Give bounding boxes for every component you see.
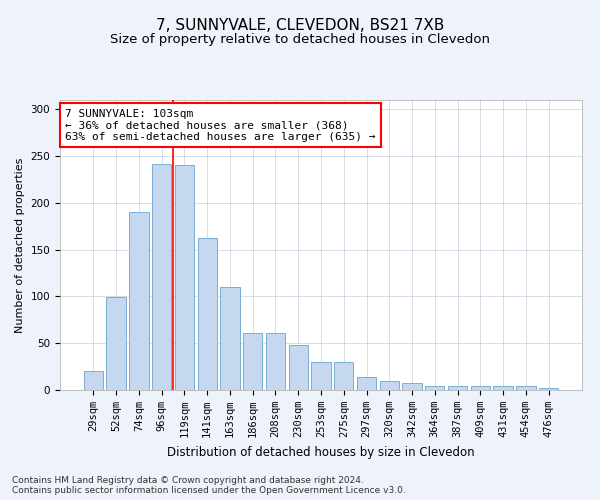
Y-axis label: Number of detached properties: Number of detached properties [15,158,25,332]
X-axis label: Distribution of detached houses by size in Clevedon: Distribution of detached houses by size … [167,446,475,458]
Bar [380,380,399,390]
Bar [243,333,262,390]
Bar [516,386,536,390]
Text: 7, SUNNYVALE, CLEVEDON, BS21 7XB: 7, SUNNYVALE, CLEVEDON, BS21 7XB [156,18,444,32]
Bar [175,164,194,390]
Text: 7 SUNNYVALE: 103sqm
← 36% of detached houses are smaller (368)
63% of semi-detac: 7 SUNNYVALE: 103sqm ← 36% of detached ho… [65,108,376,142]
Bar [403,384,422,390]
Bar [289,345,308,390]
Text: Contains HM Land Registry data © Crown copyright and database right 2024.
Contai: Contains HM Land Registry data © Crown c… [12,476,406,495]
Text: Size of property relative to detached houses in Clevedon: Size of property relative to detached ho… [110,32,490,46]
Bar [470,386,490,390]
Bar [106,298,126,390]
Bar [197,238,217,390]
Bar [425,386,445,390]
Bar [334,362,353,390]
Bar [448,386,467,390]
Bar [266,333,285,390]
Bar [129,212,149,390]
Bar [311,362,331,390]
Bar [220,287,239,390]
Bar [493,386,513,390]
Bar [152,164,172,390]
Bar [84,372,103,390]
Bar [357,377,376,390]
Bar [539,388,558,390]
